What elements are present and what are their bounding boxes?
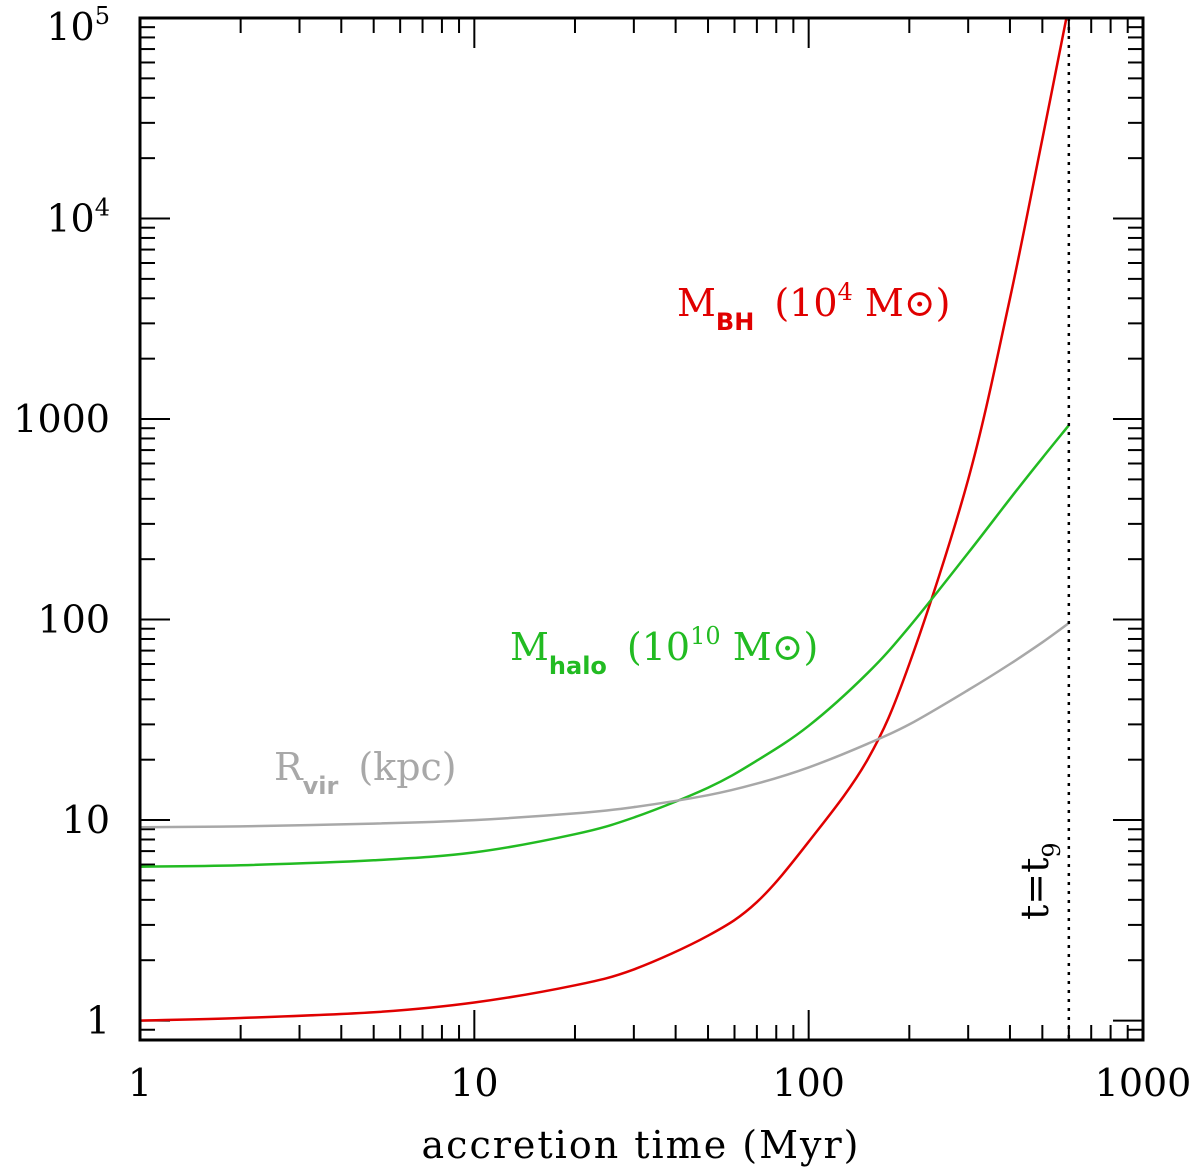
y-tick-label: 100 (37, 598, 110, 642)
series-line-m-halo (140, 424, 1070, 868)
y-tick-label: 10 (62, 798, 110, 842)
y-tick-label: 105 (46, 2, 110, 49)
series-label-mbh: MBH (104 M⊙) (677, 278, 950, 336)
x-tick-label: 10 (450, 1061, 498, 1105)
x-tick-label: 100 (772, 1061, 845, 1105)
series-label-mhalo: Mhalo (1010 M⊙) (510, 622, 818, 680)
plot-area (140, 18, 1071, 1040)
series-line-m-bh (140, 18, 1068, 1022)
y-tick-label: 1000 (13, 397, 110, 441)
plot-frame (138, 16, 1145, 1042)
y-tick-label: 1 (86, 999, 110, 1043)
x-tick-label: 1 (128, 1061, 152, 1105)
axis-ticks (139, 18, 1143, 1041)
x-axis-title: accretion time (Myr) (422, 1123, 861, 1167)
vline-label: t=t9 (1013, 842, 1066, 920)
series-label-rvir: Rvir (kpc) (274, 745, 457, 800)
x-tick-label: 1000 (1095, 1061, 1192, 1105)
series-line-r-vir (140, 622, 1070, 829)
y-tick-label: 104 (46, 194, 110, 241)
